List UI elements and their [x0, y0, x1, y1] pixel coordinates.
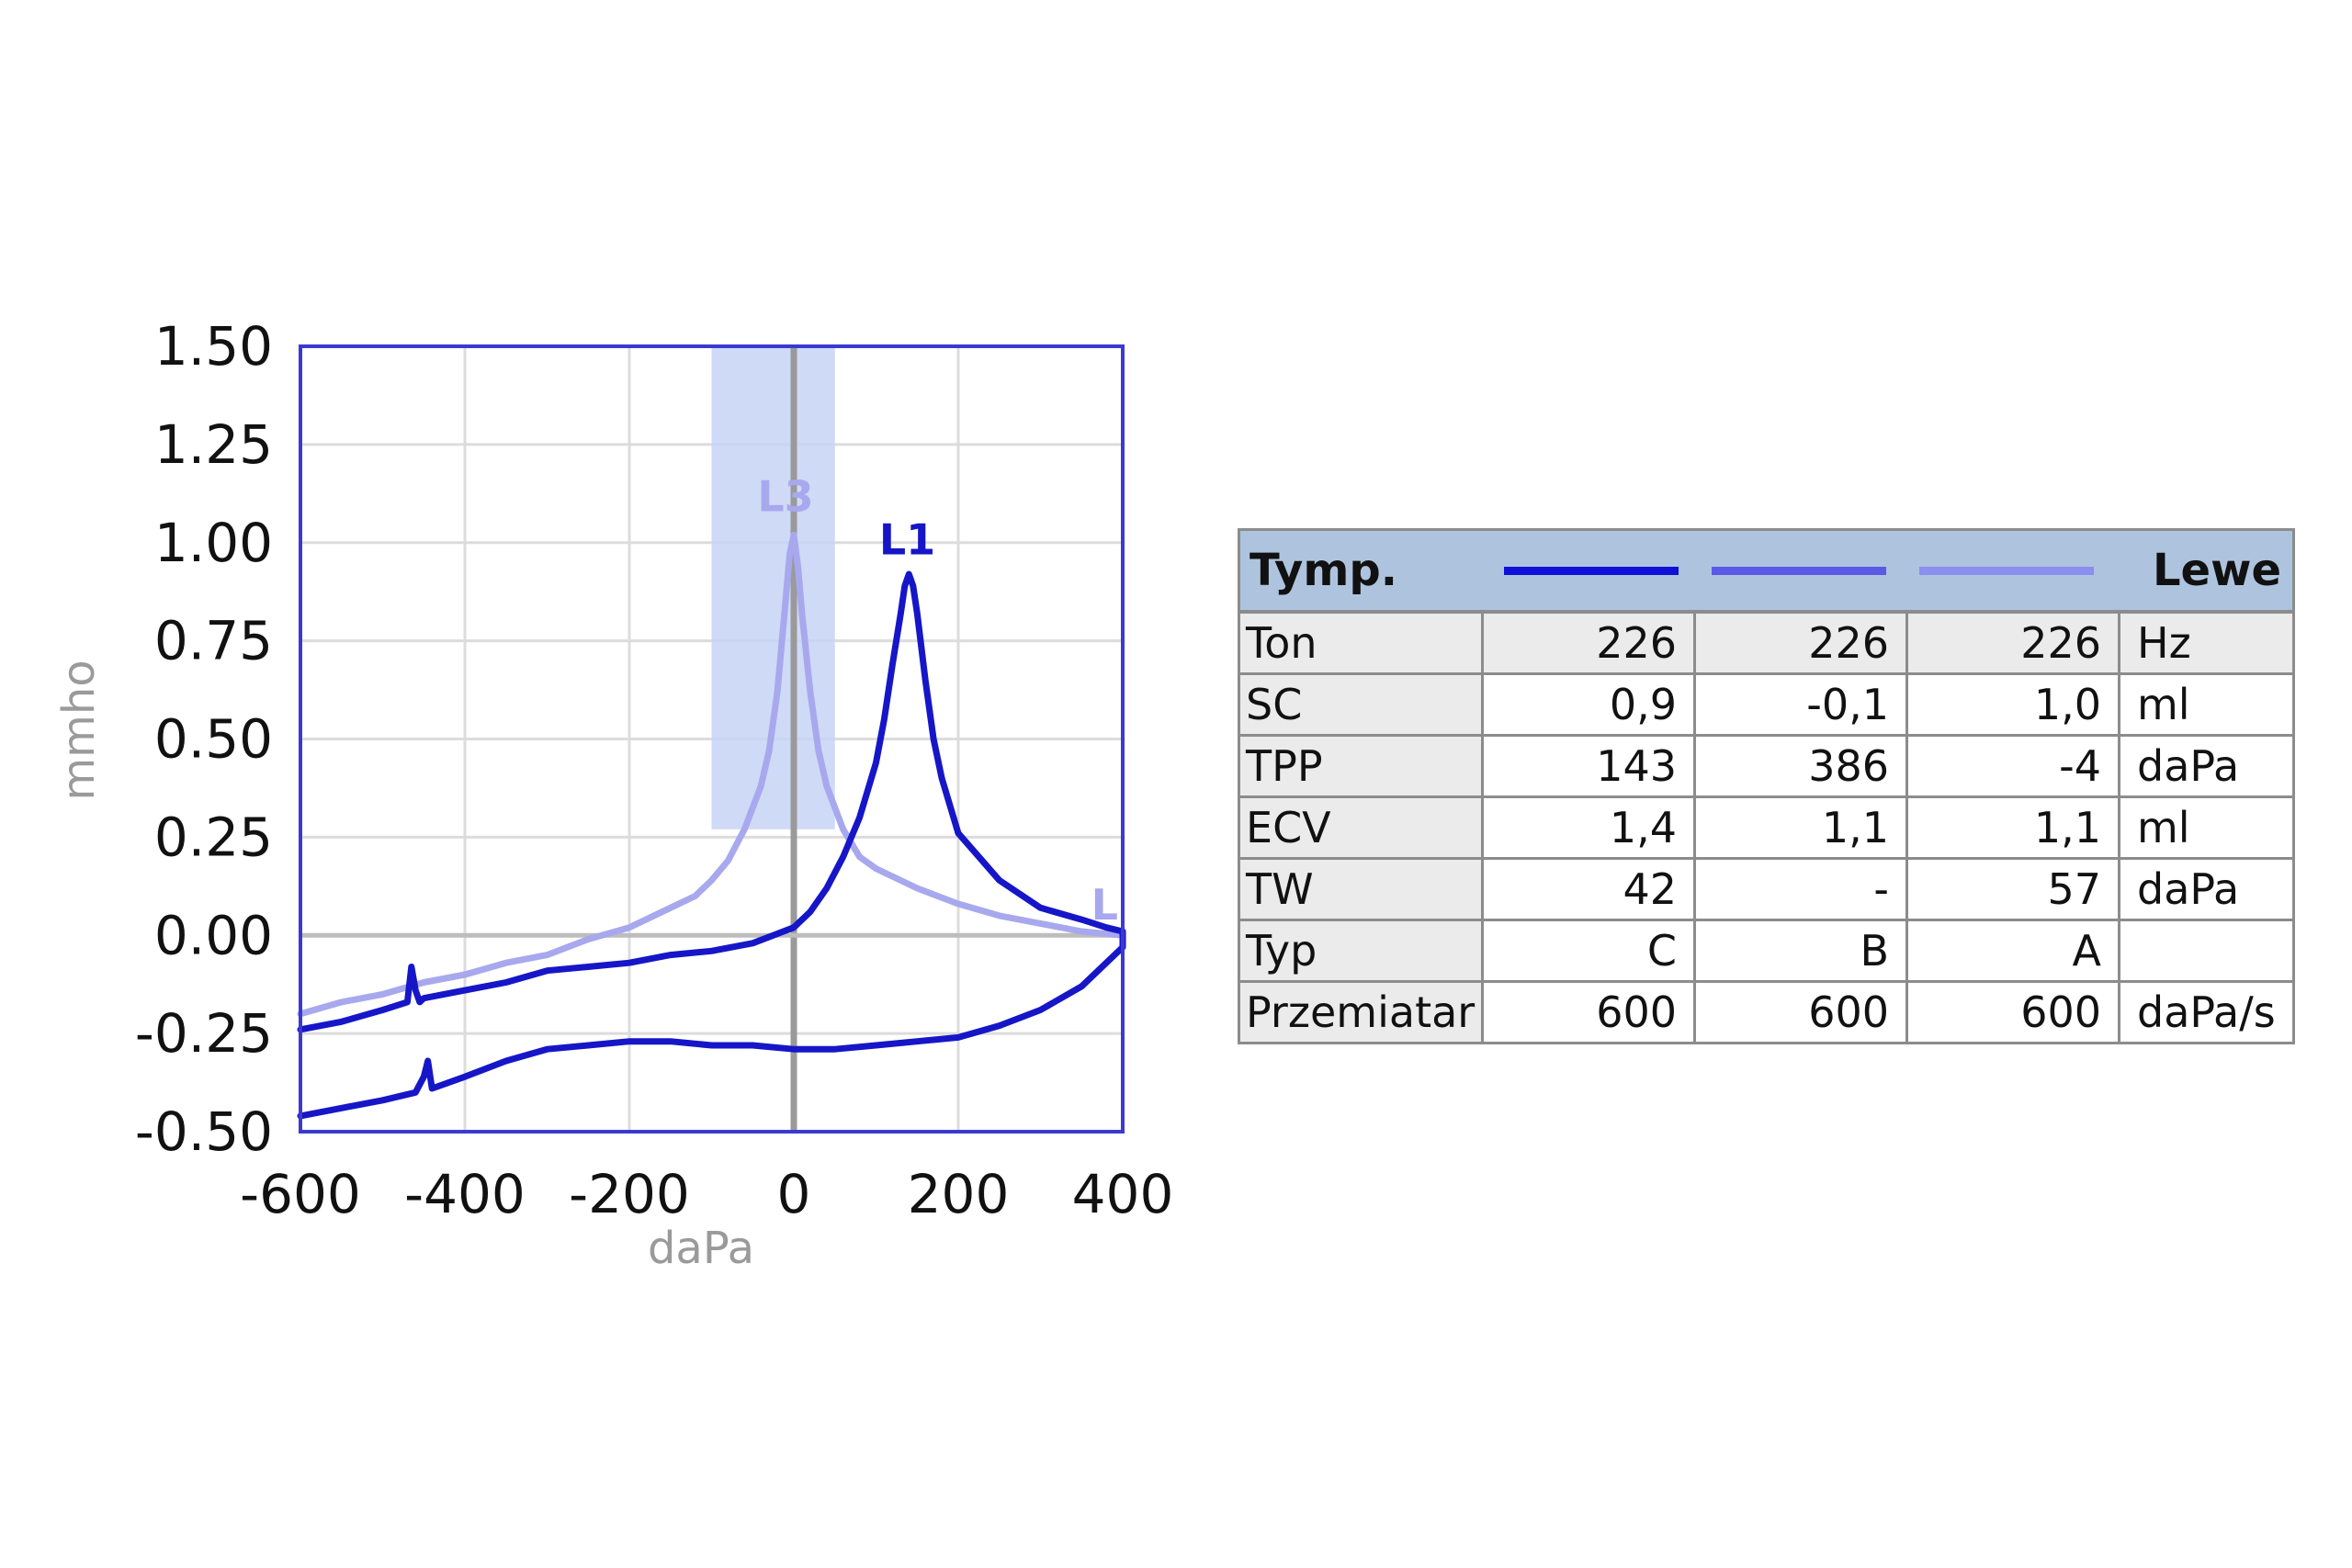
x-tick-label: 0 — [777, 1163, 811, 1225]
ear-side-label: Lewe — [2152, 545, 2282, 596]
y-tick-label: 1.50 — [154, 315, 273, 378]
y-tick-label: 0.00 — [154, 904, 273, 966]
value-cell: 0,9 — [1481, 672, 1696, 737]
unit-cell: Hz — [2117, 610, 2296, 675]
series-line-l1 — [297, 570, 1126, 1120]
table-title: Tymp. — [1250, 545, 1397, 596]
row-label: ECV — [1238, 795, 1484, 860]
unit-cell: daPa — [2117, 734, 2296, 798]
table-row: ECV 1,4 1,1 1,1 ml — [1238, 795, 2296, 860]
value-cell: 226 — [1693, 610, 1908, 675]
value-cell: 1,1 — [1905, 795, 2120, 860]
value-cell: 226 — [1481, 610, 1696, 675]
value-cell: - — [1693, 857, 1908, 921]
value-cell: 600 — [1693, 980, 1908, 1044]
value-cell: 143 — [1481, 734, 1696, 798]
legend-line-2 — [1695, 566, 1903, 575]
value-cell: -0,1 — [1693, 672, 1908, 737]
table-row: Przemiatar 600 600 600 daPa/s — [1238, 980, 2296, 1044]
row-label: Przemiatar — [1238, 980, 1484, 1044]
y-axis-title: mmho — [53, 660, 105, 800]
x-tick-label: 200 — [908, 1163, 1010, 1225]
table-row: Typ C B A — [1238, 919, 2296, 983]
unit-cell — [2117, 919, 2296, 983]
value-cell: 600 — [1481, 980, 1696, 1044]
table-row: TW 42-57 daPa — [1238, 857, 2296, 921]
curve-labels: L3 L1 L — [757, 472, 1118, 931]
x-tick-labels: -600 -400 -200 0 200 400 — [240, 1163, 1173, 1225]
x-tick-label: -400 — [404, 1163, 526, 1225]
tympanometry-results-table: Tymp. Lewe Ton 226 226 226 Hz SC 0,9 -0,1 1,0 ml T… — [1237, 528, 2296, 1044]
value-cell: 57 — [1905, 857, 2120, 921]
curve-label: L — [1091, 880, 1118, 930]
table-body: Ton 226 226 226 Hz SC 0,9 -0,1 1,0 ml TPP 143 386 -4 d… — [1238, 610, 2296, 1044]
table-row: SC 0,9 -0,1 1,0 ml — [1238, 672, 2296, 737]
series-layer — [297, 531, 1126, 1120]
x-axis-title: daPa — [648, 1223, 754, 1274]
x-tick-label: -600 — [240, 1163, 361, 1225]
series-line-l3 — [297, 531, 1126, 1018]
curve-label: L3 — [757, 472, 813, 522]
tympanogram-chart: 1.50 1.25 1.00 0.75 0.50 0.25 0.00 -0.25 -0.50 -… — [53, 315, 1173, 1274]
table-row: Ton 226 226 226 Hz — [1238, 610, 2296, 675]
unit-cell: daPa/s — [2117, 980, 2296, 1044]
shaded-pressure-region — [711, 346, 835, 829]
y-tick-label: 0.25 — [154, 806, 273, 868]
value-cell: 600 — [1905, 980, 2120, 1044]
row-label: SC — [1238, 672, 1484, 737]
x-tick-label: -200 — [569, 1163, 690, 1225]
value-cell: B — [1693, 919, 1908, 983]
value-cell: 1,1 — [1693, 795, 1908, 860]
y-tick-label: -0.25 — [135, 1002, 273, 1065]
value-cell: -4 — [1905, 734, 2120, 798]
table-header-row: Tymp. Lewe — [1237, 528, 2296, 614]
unit-cell: ml — [2117, 795, 2296, 860]
row-label: Typ — [1238, 919, 1484, 983]
value-cell: 1,0 — [1905, 672, 2120, 737]
value-cell: 386 — [1693, 734, 1908, 798]
value-cell: A — [1905, 919, 2120, 983]
y-tick-label: 0.50 — [154, 708, 273, 771]
value-cell: 1,4 — [1481, 795, 1696, 860]
legend-line-1 — [1487, 566, 1695, 575]
curve-label: L1 — [879, 515, 935, 565]
plot-border — [299, 344, 1125, 1134]
legend-line-3 — [1903, 566, 2110, 575]
row-label: Ton — [1238, 610, 1484, 675]
y-tick-labels: 1.50 1.25 1.00 0.75 0.50 0.25 0.00 -0.25 -0.50 — [135, 315, 273, 1163]
value-cell: 226 — [1905, 610, 2120, 675]
row-label: TW — [1238, 857, 1484, 921]
y-tick-label: 1.00 — [154, 512, 273, 574]
table-row: TPP 143 386 -4 daPa — [1238, 734, 2296, 798]
y-tick-label: 1.25 — [154, 413, 273, 476]
row-label: TPP — [1238, 734, 1484, 798]
value-cell: C — [1481, 919, 1696, 983]
unit-cell: daPa — [2117, 857, 2296, 921]
y-tick-label: -0.50 — [135, 1100, 273, 1163]
y-tick-label: 0.75 — [154, 610, 273, 672]
x-tick-label: 400 — [1072, 1163, 1174, 1225]
unit-cell: ml — [2117, 672, 2296, 737]
value-cell: 42 — [1481, 857, 1696, 921]
